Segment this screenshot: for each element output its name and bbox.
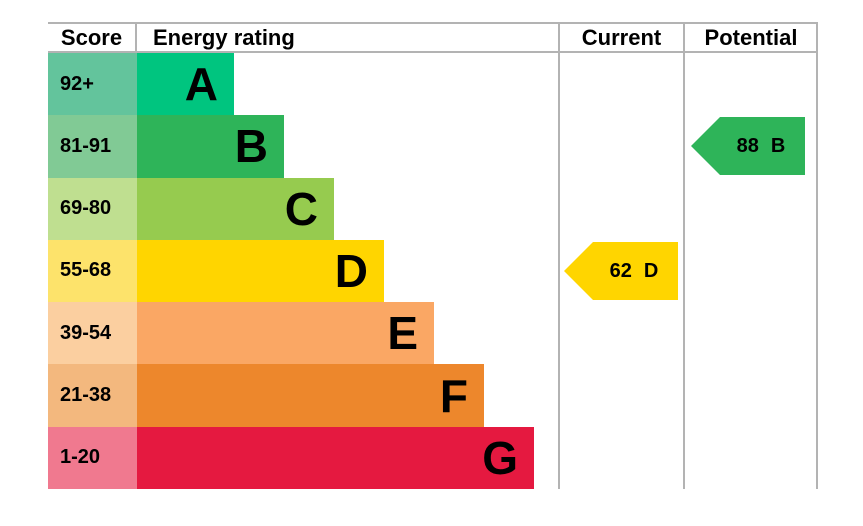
band-row-f: 21-38 F (48, 364, 818, 427)
band-letter: B (234, 120, 268, 173)
epc-chart: Score Energy rating Current Potential 92… (48, 22, 818, 489)
band-letter: E (387, 307, 418, 360)
band-row-a: 92+ A (48, 53, 818, 116)
band-letter: A (184, 58, 218, 111)
header-current: Current (581, 24, 662, 50)
band-bar: E (137, 302, 434, 365)
band-bar: C (137, 177, 334, 240)
band-score-range: 21-38 (48, 364, 137, 427)
band-score-range: 81-91 (48, 115, 137, 178)
band-rows: 92+ A 81-91 B 69-80 C 55-68 D 39-54 E 21… (48, 53, 818, 489)
band-row-e: 39-54 E (48, 302, 818, 365)
band-letter: D (334, 244, 368, 297)
band-bar: D (137, 239, 384, 303)
column-divider-potential (683, 22, 685, 489)
table-right-border (816, 22, 818, 489)
potential-band-letter: B (770, 134, 786, 157)
band-row-g: 1-20 G (48, 426, 818, 489)
band-score-range: 69-80 (48, 177, 137, 240)
header-potential: Potential (704, 24, 798, 50)
band-score-range: 39-54 (48, 302, 137, 365)
current-band-letter: D (643, 259, 659, 282)
band-row-b: 81-91 B (48, 115, 818, 178)
band-bar: G (137, 426, 534, 489)
header-row: Score Energy rating Current Potential (48, 22, 818, 53)
header-score: Score (48, 24, 137, 51)
band-letter: F (439, 369, 468, 422)
current-score-value: 62 (609, 259, 632, 282)
column-divider-current (558, 22, 560, 489)
band-letter: G (482, 431, 518, 484)
potential-score-value: 88 (736, 134, 759, 157)
band-score-range: 1-20 (48, 426, 137, 489)
band-bar: A (137, 53, 234, 116)
band-letter: C (284, 182, 318, 235)
band-score-range: 55-68 (48, 239, 137, 303)
band-bar: F (137, 364, 484, 427)
band-row-d: 55-68 D (48, 239, 818, 303)
band-row-c: 69-80 C (48, 177, 818, 240)
band-score-range: 92+ (48, 53, 137, 116)
header-energy-rating: Energy rating (153, 24, 295, 50)
band-bar: B (137, 115, 284, 178)
